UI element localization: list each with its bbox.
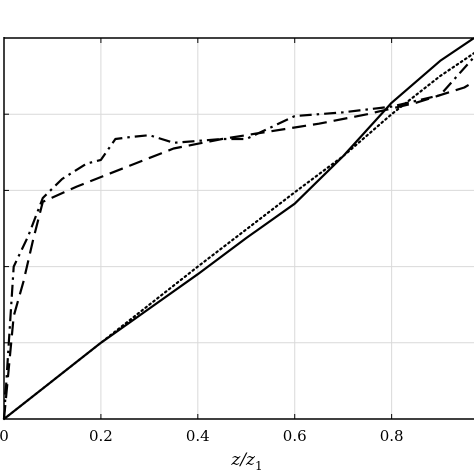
x-tick-labels: 0 0.2 0.4 0.6 0.8: [0, 427, 404, 445]
series-line-dotted: [2, 52, 474, 421]
series-layer: [2, 37, 474, 421]
x-axis-title: z/z1: [230, 450, 262, 473]
series-line-solid: [3, 37, 474, 420]
x-axis-title-main: z/z: [230, 450, 256, 470]
x-tick-label: 0: [0, 427, 9, 445]
x-tick-label: 0.2: [89, 427, 113, 445]
series-line-dashdot: [2, 56, 474, 420]
series-line-dashed: [2, 80, 474, 420]
x-axis-title-subscript: 1: [255, 459, 263, 473]
axes: [3, 37, 474, 420]
x-tick-label: 0.6: [283, 427, 307, 445]
grid-lines: [4, 37, 474, 419]
x-tick-label: 0.8: [380, 427, 404, 445]
x-tick-label: 0.4: [186, 427, 210, 445]
